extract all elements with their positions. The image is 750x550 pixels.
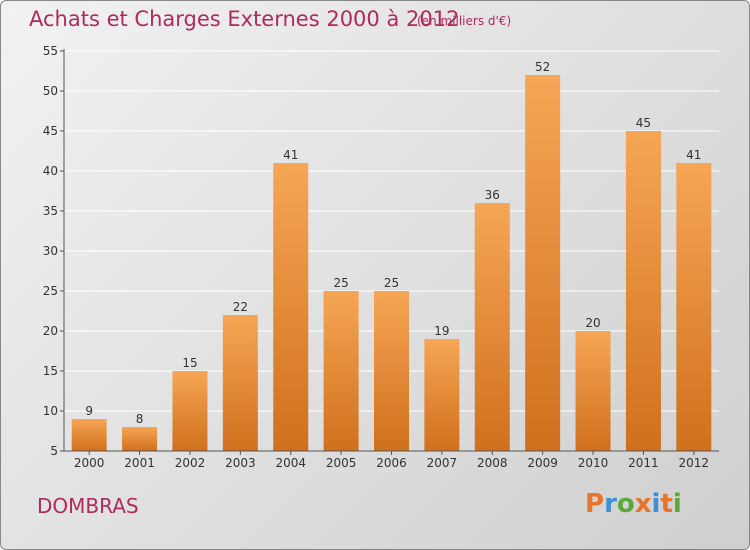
logo-letter: P [585, 489, 605, 519]
y-tick-label: 45 [43, 124, 58, 138]
data-label: 41 [686, 148, 701, 162]
data-label: 20 [585, 316, 600, 330]
x-tick-label: 2006 [376, 456, 407, 470]
data-label: 22 [233, 300, 248, 314]
y-tick-label: 35 [43, 204, 58, 218]
bar [525, 75, 561, 451]
bar [575, 331, 611, 451]
x-tick-label: 2002 [175, 456, 206, 470]
y-tick-label: 10 [43, 404, 58, 418]
commune-name: DOMBRAS [37, 494, 139, 518]
logo-letter: o [616, 489, 635, 519]
data-label: 41 [283, 148, 298, 162]
logo-letter: x [634, 489, 652, 519]
x-tick-label: 2005 [326, 456, 357, 470]
bar [374, 291, 409, 451]
y-tick-label: 30 [43, 244, 58, 258]
data-label: 45 [636, 116, 651, 130]
bar [71, 419, 107, 451]
axes [60, 49, 719, 455]
logo-letter: t [660, 489, 673, 519]
proxiti-logo: Proxiti [585, 489, 682, 519]
bar [676, 163, 712, 451]
data-label: 8 [136, 412, 144, 426]
logo-letter: i [651, 489, 661, 519]
bar [625, 131, 661, 451]
x-tick-label: 2000 [74, 456, 105, 470]
bar [424, 339, 460, 451]
bar [474, 203, 510, 451]
x-tick-label: 2009 [527, 456, 558, 470]
y-tick-label: 50 [43, 84, 58, 98]
labels: 5 10 15 20 25 30 35 40 45 50 55 2000 9 2001 8 2002 15 200… [43, 44, 709, 470]
x-tick-label: 2011 [628, 456, 659, 470]
y-tick-label: 20 [43, 324, 58, 338]
logo-letter: i [672, 489, 682, 519]
bar [172, 371, 208, 451]
bar [323, 291, 359, 451]
logo-letter: r [604, 489, 617, 519]
y-tick-label: 15 [43, 364, 58, 378]
y-tick-label: 5 [50, 444, 58, 458]
chart-title: Achats et Charges Externes 2000 à 2012 [29, 7, 460, 31]
x-tick-label: 2007 [427, 456, 458, 470]
y-tick-label: 40 [43, 164, 58, 178]
data-label: 36 [485, 188, 500, 202]
x-tick-label: 2010 [578, 456, 609, 470]
data-label: 19 [434, 324, 449, 338]
x-tick-label: 2008 [477, 456, 508, 470]
data-label: 15 [182, 356, 197, 370]
bars [71, 75, 712, 451]
x-tick-label: 2004 [275, 456, 306, 470]
x-tick-label: 2001 [124, 456, 155, 470]
bar [222, 315, 258, 451]
data-label: 25 [384, 276, 399, 290]
y-tick-label: 55 [43, 44, 58, 58]
x-tick-label: 2003 [225, 456, 256, 470]
chart-unit: (en milliers d'€) [417, 14, 512, 28]
data-label: 9 [85, 404, 93, 418]
data-label: 25 [333, 276, 348, 290]
y-tick-label: 25 [43, 284, 58, 298]
x-tick-label: 2012 [679, 456, 710, 470]
bar [273, 163, 309, 451]
bar [122, 427, 158, 451]
data-label: 52 [535, 60, 550, 74]
